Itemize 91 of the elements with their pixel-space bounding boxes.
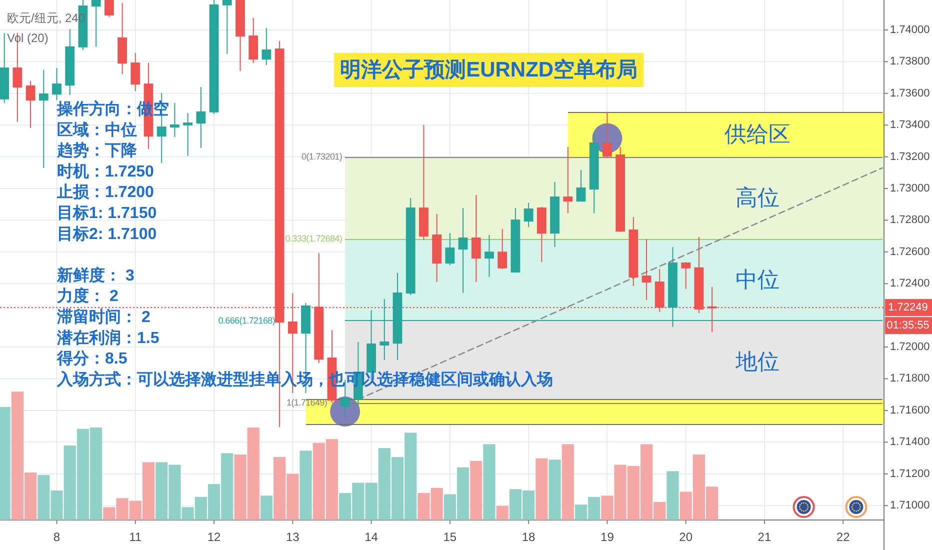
bar [496, 506, 508, 520]
bar [260, 496, 272, 520]
candlestick [432, 214, 442, 283]
annotation: 力度： 2 [56, 286, 118, 306]
candlestick [196, 86, 206, 148]
candlestick [471, 194, 481, 283]
annotation: 潜在利润：1.5 [56, 328, 160, 347]
x-tick-label: 20 [679, 530, 693, 544]
candlestick [563, 146, 573, 214]
y-tick-label: 1.72000 [890, 341, 930, 354]
bar [562, 444, 574, 520]
x-tick-label: 15 [443, 530, 457, 544]
ref-line-label: 1.72249 01:35:55 [886, 302, 930, 332]
x-tick-label: 12 [207, 530, 222, 544]
band-label: 地位 [734, 349, 780, 374]
candlestick [616, 146, 625, 232]
candlestick [248, 17, 258, 64]
bar [300, 450, 312, 520]
y-tick-label: 1.73600 [890, 87, 930, 100]
annotation: 得分：8.5 [56, 350, 128, 368]
candlestick [681, 262, 691, 290]
candlestick [91, 0, 101, 48]
candlestick [524, 202, 534, 228]
y-tick-label: 1.71200 [890, 468, 930, 480]
candlestick [236, 0, 245, 72]
candlestick [65, 28, 75, 96]
candlestick [52, 68, 62, 101]
y-tick-label: 1.73000 [890, 182, 930, 194]
series-label: 0.333(1.72684) [285, 234, 342, 244]
y-tick-label: 1.74000 [890, 24, 930, 36]
y-tick-label: 1.71800 [890, 372, 930, 385]
annotation: 新鲜度： 3 [56, 265, 134, 284]
candlestick [484, 234, 494, 278]
annotation: 止损：1.7200 [56, 183, 154, 202]
candlestick [262, 27, 272, 66]
text: 明洋公子预测EURNZD空单布局 [340, 58, 638, 82]
candlestick [445, 232, 455, 266]
candlestick [458, 208, 468, 294]
annotation: 滞留时间： 2 [56, 308, 150, 326]
candlestick [104, 0, 114, 18]
text: 0.666(1.72168) [218, 315, 276, 326]
candlestick [576, 169, 586, 202]
annotation: 区域：中位 [57, 120, 137, 139]
annotation: 趋势：下降 [56, 142, 138, 160]
annotation: 目标1: 1.7150 [57, 204, 157, 222]
x-tick-label: 14 [364, 530, 378, 544]
band-label: 供给区 [724, 122, 791, 147]
bar [483, 444, 496, 520]
candlestick [628, 216, 638, 286]
candlestick [498, 228, 508, 270]
x-tick-label: 22 [836, 530, 850, 544]
x-tick-label: 19 [600, 530, 614, 544]
x-tick-label: 11 [129, 530, 142, 544]
candlestick [536, 206, 546, 263]
candlestick [38, 69, 48, 169]
y-tick-label: 1.71600 [890, 404, 930, 416]
series-label: 0(1.73201) [302, 152, 342, 162]
candlestick [406, 198, 416, 296]
x-tick-label: 8 [53, 530, 60, 544]
bar [548, 460, 561, 520]
x-tick-label: 18 [522, 530, 536, 544]
candlestick [589, 132, 599, 214]
y-tick-label: 1.73200 [890, 150, 930, 163]
y-tick-label: 1.71400 [890, 436, 930, 448]
y-tick-label: 1.72600 [890, 246, 930, 258]
bar [666, 471, 679, 520]
y-tick-label: 1.72800 [890, 214, 930, 226]
annotation: 目标2: 1.7100 [57, 224, 157, 243]
y-tick-label: 1.73400 [890, 119, 930, 132]
candlestick [118, 2, 127, 75]
x-tick-label: 21 [758, 530, 772, 544]
band-label: 中位 [736, 267, 780, 292]
annotation: 时机：1.7250 [57, 162, 154, 180]
candlestick [602, 111, 612, 158]
candlestick [419, 124, 428, 241]
candlestick [130, 52, 140, 92]
bar [536, 458, 548, 520]
candlestick [550, 182, 560, 248]
candlestick [222, 0, 232, 54]
y-tick-label: 1.71000 [890, 500, 930, 512]
candlestick [170, 102, 180, 138]
bar [470, 460, 482, 520]
y-tick-label: 1.72400 [890, 278, 930, 290]
band-label: 高位 [736, 185, 780, 210]
x-tick-label: 13 [286, 530, 300, 544]
candlestick [642, 238, 652, 300]
candlestick [26, 80, 36, 128]
candlestick [510, 208, 520, 273]
candlestick [209, 0, 219, 114]
y-tick-label: 1.73800 [890, 56, 930, 68]
candlestick [183, 112, 193, 156]
